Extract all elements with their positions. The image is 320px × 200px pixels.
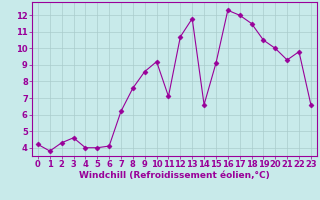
X-axis label: Windchill (Refroidissement éolien,°C): Windchill (Refroidissement éolien,°C) [79,171,270,180]
